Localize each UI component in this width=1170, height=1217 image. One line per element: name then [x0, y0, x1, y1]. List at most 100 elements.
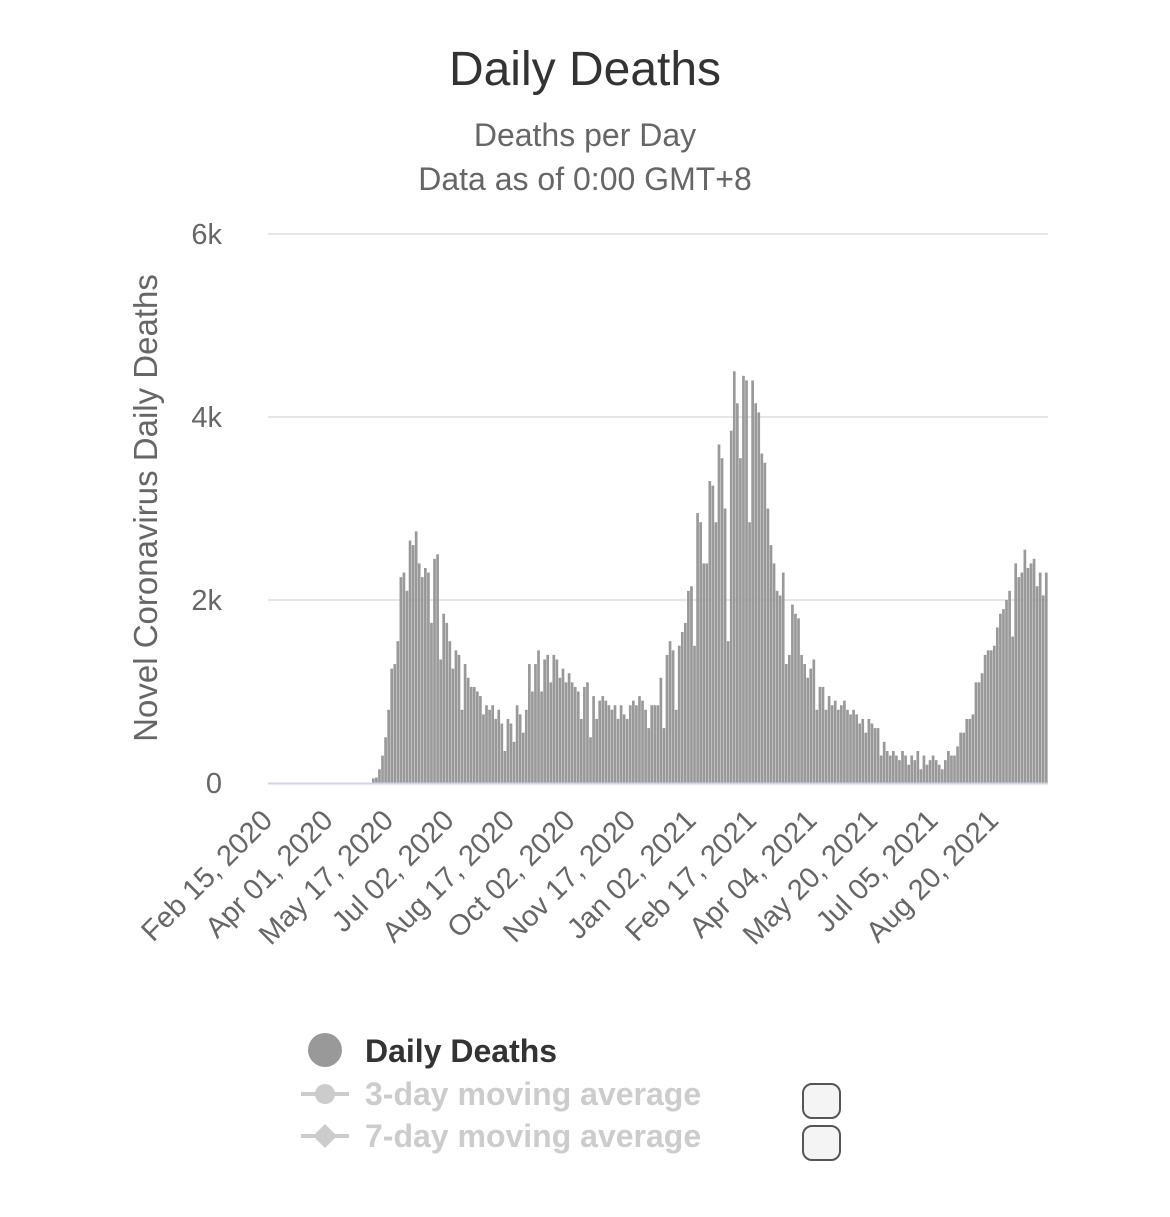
bar[interactable] — [454, 650, 458, 784]
bar[interactable] — [497, 709, 501, 783]
bar[interactable] — [736, 403, 739, 783]
bar[interactable] — [797, 618, 800, 783]
bar[interactable] — [784, 664, 788, 783]
bar[interactable] — [882, 741, 886, 783]
bar[interactable] — [959, 732, 962, 783]
bar[interactable] — [723, 508, 727, 784]
bar[interactable] — [895, 755, 898, 783]
bar[interactable] — [1017, 577, 1021, 784]
bar[interactable] — [781, 572, 785, 783]
bar[interactable] — [732, 371, 736, 783]
bar[interactable] — [843, 700, 846, 783]
bar[interactable] — [433, 558, 436, 783]
bar[interactable] — [506, 718, 510, 783]
bar[interactable] — [861, 718, 865, 783]
bar[interactable] — [417, 563, 421, 783]
bar[interactable] — [601, 696, 605, 783]
bar[interactable] — [1014, 563, 1018, 783]
bar[interactable] — [576, 691, 580, 784]
bar[interactable] — [531, 691, 534, 784]
bar[interactable] — [595, 718, 598, 783]
legend-item-daily-deaths[interactable]: Daily Deaths — [308, 1033, 557, 1069]
bar[interactable] — [378, 769, 381, 783]
bar[interactable] — [680, 632, 684, 783]
bar[interactable] — [916, 750, 920, 783]
bar[interactable] — [430, 622, 433, 784]
bar[interactable] — [463, 664, 467, 783]
bar[interactable] — [375, 777, 378, 783]
bar[interactable] — [962, 732, 966, 783]
bar[interactable] — [913, 760, 917, 784]
bar[interactable] — [760, 453, 764, 783]
bar[interactable] — [589, 737, 592, 783]
bar[interactable] — [1002, 609, 1005, 783]
bar[interactable] — [907, 764, 910, 783]
bar[interactable] — [684, 622, 687, 784]
bar[interactable] — [1032, 558, 1036, 783]
bar[interactable] — [1011, 636, 1014, 783]
bar[interactable] — [769, 545, 773, 783]
bar[interactable] — [687, 590, 690, 783]
bar[interactable] — [867, 718, 871, 783]
bar[interactable] — [546, 654, 550, 783]
bar[interactable] — [1029, 563, 1033, 783]
bar[interactable] — [950, 755, 953, 783]
bar[interactable] — [977, 682, 981, 783]
bar[interactable] — [573, 686, 577, 783]
bar[interactable] — [460, 709, 464, 783]
bar[interactable] — [840, 705, 843, 783]
bar[interactable] — [818, 686, 822, 783]
bar[interactable] — [521, 732, 525, 783]
bar[interactable] — [448, 641, 452, 783]
bar[interactable] — [892, 750, 895, 783]
bar[interactable] — [427, 572, 430, 783]
bar[interactable] — [876, 728, 880, 783]
bar[interactable] — [414, 531, 418, 784]
bar[interactable] — [598, 700, 602, 783]
bar[interactable] — [604, 700, 608, 783]
bar[interactable] — [873, 728, 877, 783]
bar[interactable] — [693, 645, 696, 783]
bar[interactable] — [846, 709, 849, 783]
bar[interactable] — [986, 650, 990, 784]
bar[interactable] — [974, 682, 978, 783]
bar[interactable] — [1020, 572, 1024, 783]
bar[interactable] — [996, 627, 999, 783]
bar[interactable] — [528, 664, 531, 783]
bar[interactable] — [947, 750, 950, 783]
bar[interactable] — [922, 755, 926, 783]
bar[interactable] — [616, 718, 620, 783]
bar[interactable] — [543, 659, 546, 784]
bar[interactable] — [800, 654, 803, 783]
bar[interactable] — [491, 705, 494, 783]
bar[interactable] — [824, 709, 828, 783]
bar[interactable] — [836, 709, 840, 783]
bar[interactable] — [662, 728, 666, 783]
bar[interactable] — [766, 508, 770, 784]
bar[interactable] — [717, 444, 721, 783]
bar[interactable] — [610, 709, 614, 783]
bar[interactable] — [714, 522, 718, 783]
bar[interactable] — [570, 682, 574, 783]
bar[interactable] — [466, 677, 470, 783]
bar[interactable] — [858, 723, 862, 783]
bar[interactable] — [953, 755, 956, 783]
bar[interactable] — [625, 718, 629, 783]
bar[interactable] — [549, 682, 553, 783]
bar[interactable] — [494, 718, 498, 783]
bar[interactable] — [607, 705, 611, 783]
bar[interactable] — [919, 769, 923, 783]
bar[interactable] — [677, 645, 681, 783]
bar[interactable] — [809, 668, 813, 784]
bar[interactable] — [870, 723, 874, 783]
bar[interactable] — [690, 586, 693, 783]
bar[interactable] — [983, 654, 987, 783]
bar[interactable] — [540, 691, 543, 784]
legend-item-3-day-moving-average[interactable]: 3-day moving average — [301, 1076, 701, 1112]
bar[interactable] — [564, 682, 568, 783]
bar[interactable] — [500, 723, 504, 783]
bar[interactable] — [708, 481, 712, 783]
bar[interactable] — [408, 540, 412, 783]
bar[interactable] — [503, 750, 507, 783]
legend-item-7-day-moving-average[interactable]: 7-day moving average — [301, 1118, 701, 1154]
